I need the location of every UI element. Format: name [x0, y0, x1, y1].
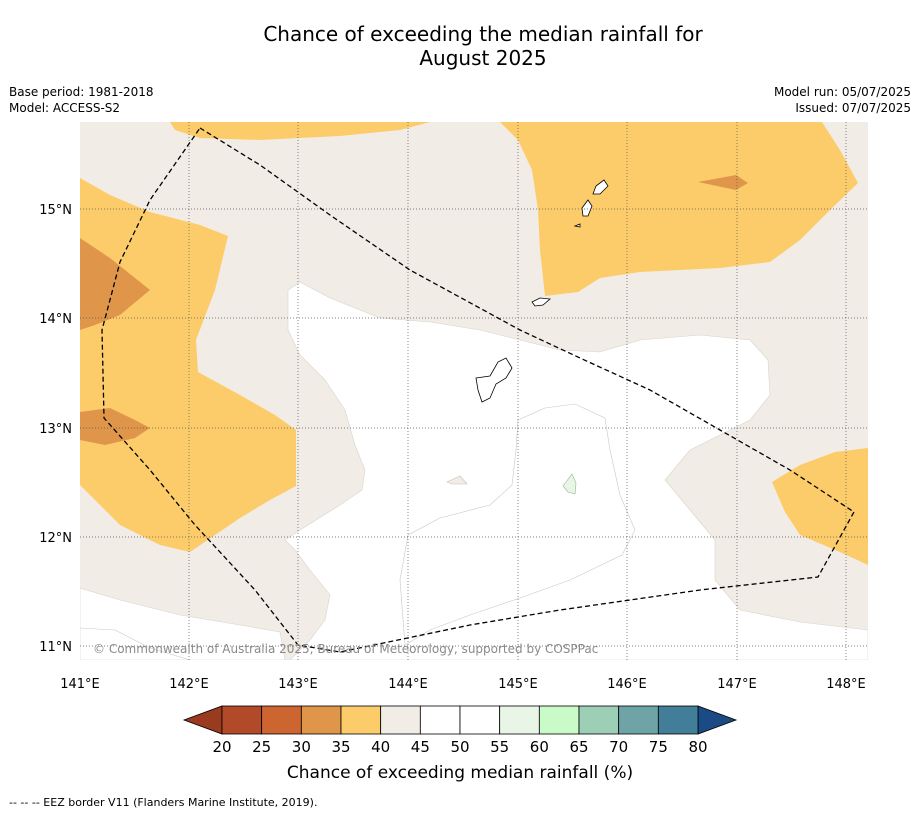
lat-tick-15n: 15°N — [39, 203, 72, 218]
guam-island-outline — [475, 357, 513, 403]
title-line-2: August 2025 — [419, 46, 547, 70]
colorbar-under-arrow — [182, 705, 223, 735]
region-30-35-west-upper — [80, 238, 150, 330]
chart-title: Chance of exceeding the median rainfall … — [0, 22, 919, 70]
lat-tick-12n: 12°N — [39, 531, 72, 546]
region-30-35-west-lower — [80, 408, 150, 445]
tinian-island-outline — [581, 199, 593, 217]
colorbar-swatch — [300, 705, 342, 735]
colorbar-swatch — [618, 705, 659, 735]
colorbar-label: 50 — [450, 738, 469, 756]
lon-tick-labels: 141°E 142°E 143°E 144°E 145°E 146°E 147°… — [60, 677, 866, 692]
contour-line-50-west — [80, 627, 191, 660]
colorbar-swatches — [221, 705, 699, 735]
colorbar-swatch — [459, 705, 501, 735]
issued-date: Issued: 07/07/2025 — [795, 101, 911, 115]
colorbar-label: 40 — [371, 738, 390, 756]
lon-tick-147e: 147°E — [717, 677, 757, 692]
region-35-40-north-strip — [170, 122, 430, 140]
gridlines — [80, 122, 868, 660]
copyright-notice: © Commonwealth of Australia 2025, Bureau… — [93, 642, 598, 656]
colorbar-label: 55 — [490, 738, 509, 756]
meta-right: Model run: 05/07/2025 Issued: 07/07/2025 — [774, 84, 911, 116]
colorbar-swatch — [380, 705, 421, 735]
colorbar-label: 20 — [212, 738, 231, 756]
title-line-1: Chance of exceeding the median rainfall … — [263, 22, 703, 46]
lon-tick-146e: 146°E — [607, 677, 647, 692]
region-40-45-patch — [446, 475, 468, 485]
lon-tick-143e: 143°E — [278, 677, 318, 692]
lon-tick-144e: 144°E — [388, 677, 428, 692]
saipan-island-outline — [592, 179, 609, 195]
colorbar: 20 25 30 35 40 45 50 55 60 65 70 75 80 Chance of exc… — [182, 705, 738, 783]
lon-tick-141e: 141°E — [60, 677, 100, 692]
colorbar-swatch — [499, 705, 540, 735]
region-45-55-southwest — [80, 587, 286, 660]
colorbar-title: Chance of exceeding median rainfall (%) — [287, 763, 633, 783]
contour-line-50 — [399, 403, 636, 646]
colorbar-swatch — [221, 705, 263, 735]
region-35-40-northeast — [500, 122, 858, 296]
colorbar-swatch — [538, 705, 580, 735]
colorbar-swatch — [261, 705, 302, 735]
colorbar-swatch — [657, 705, 699, 735]
base-period: Base period: 1981-2018 — [9, 85, 154, 99]
colorbar-label: 35 — [331, 738, 350, 756]
colorbar-label: 25 — [252, 738, 271, 756]
colorbar-label: 75 — [649, 738, 668, 756]
lat-tick-labels: 15°N 14°N 13°N 12°N 11°N — [39, 203, 72, 655]
model-name: Model: ACCESS-S2 — [9, 101, 121, 115]
rota-island-outline — [531, 297, 551, 307]
region-45-55-central — [80, 281, 868, 660]
lat-tick-13n: 13°N — [39, 422, 72, 437]
colorbar-label: 30 — [292, 738, 311, 756]
meta-left: Base period: 1981-2018 Model: ACCESS-S2 — [9, 84, 154, 116]
colorbar-swatch — [419, 705, 461, 735]
lon-tick-142e: 142°E — [169, 677, 209, 692]
eez-footnote: -- -- -- EEZ border V11 (Flanders Marine… — [9, 796, 318, 809]
lat-tick-14n: 14°N — [39, 312, 72, 327]
lon-tick-148e: 148°E — [826, 677, 866, 692]
colorbar-labels: 20 25 30 35 40 45 50 55 60 65 70 75 80 — [212, 738, 707, 756]
region-55-60-patch — [562, 473, 577, 495]
colorbar-label: 70 — [609, 738, 628, 756]
colorbar-label: 65 — [569, 738, 588, 756]
colorbar-over-arrow — [697, 705, 738, 735]
lat-tick-11n: 11°N — [39, 640, 72, 655]
colorbar-label: 45 — [411, 738, 430, 756]
map-panel: © Commonwealth of Australia 2025, Bureau… — [80, 122, 868, 660]
region-30-35-northeast — [698, 175, 748, 190]
colorbar-label: 80 — [688, 738, 707, 756]
colorbar-swatch — [578, 705, 620, 735]
region-35-40-west — [80, 178, 296, 552]
eez-border-line — [101, 127, 855, 653]
colorbar-label: 60 — [530, 738, 549, 756]
region-35-40-east — [772, 448, 868, 565]
colorbar-swatch — [340, 705, 382, 735]
lon-tick-145e: 145°E — [498, 677, 538, 692]
model-run: Model run: 05/07/2025 — [773, 85, 911, 99]
aguijan-island-outline — [573, 223, 581, 228]
map-figure: © Commonwealth of Australia 2025, Bureau… — [39, 122, 868, 783]
